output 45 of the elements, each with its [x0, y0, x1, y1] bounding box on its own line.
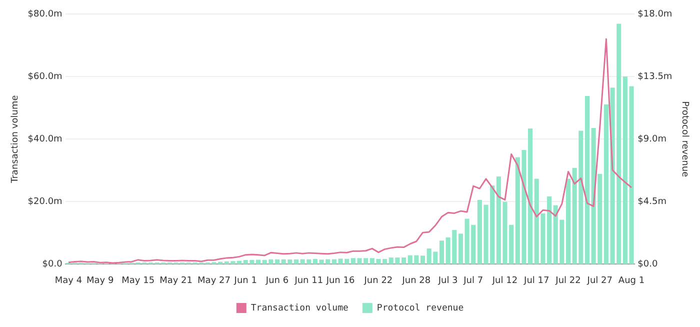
bar — [237, 260, 242, 264]
bar — [584, 96, 590, 264]
y-tick-label: $60.0m — [28, 72, 62, 82]
y2-tick-label: $0.0 — [638, 260, 658, 270]
x-tick-label: Jun 22 — [363, 276, 393, 286]
x-tick-label: May 15 — [122, 276, 155, 286]
y-tick-label: $0.0 — [42, 260, 63, 270]
bar — [401, 258, 406, 264]
bar — [382, 259, 388, 264]
bar — [312, 259, 318, 264]
y-tick-label: $40.0m — [28, 134, 62, 144]
x-tick-label: May 27 — [198, 276, 230, 286]
x-tick-label: Jul 12 — [491, 276, 518, 286]
bar — [439, 240, 444, 264]
x-tick-label: Aug 1 — [618, 276, 645, 286]
bar — [294, 259, 299, 264]
x-tick-label: Jul 3 — [437, 276, 458, 286]
x-tick-label: Jun 1 — [233, 276, 257, 286]
x-tick-label: Jul 22 — [554, 276, 581, 286]
legend-label: Transaction volume — [250, 303, 348, 314]
y2-tick-label: $4.5m — [638, 196, 666, 207]
bar — [546, 196, 552, 264]
y2-tick-label: $13.5m — [638, 72, 672, 82]
x-tick-label: May 4 — [54, 276, 82, 286]
x-tick-label: Jun 11 — [294, 276, 324, 286]
y2-axis-title: Protocol revenue — [679, 101, 690, 178]
y-axis-title: Transaction volume — [10, 94, 21, 184]
x-tick-label: May 9 — [86, 276, 114, 286]
x-tick-label: Jun 28 — [401, 276, 431, 286]
bar — [458, 234, 463, 264]
bar — [528, 128, 533, 264]
x-tick-label: Jul 17 — [523, 276, 550, 286]
x-tick-label: Jul 27 — [586, 276, 612, 286]
x-tick-label: Jun 6 — [264, 276, 289, 286]
x-tick-label: Jul 7 — [462, 276, 484, 286]
legend-label: Protocol revenue — [376, 303, 464, 314]
bar — [566, 178, 571, 264]
y2-tick-label: $18.0m — [638, 9, 672, 20]
bar — [274, 259, 280, 264]
bar — [420, 256, 426, 264]
y-tick-label: $20.0m — [28, 196, 62, 207]
x-tick-label: May 21 — [160, 276, 192, 286]
y2-tick-label: $9.0m — [638, 134, 666, 144]
y-tick-label: $80.0m — [28, 9, 62, 20]
x-tick-label: Jun 16 — [325, 276, 355, 286]
